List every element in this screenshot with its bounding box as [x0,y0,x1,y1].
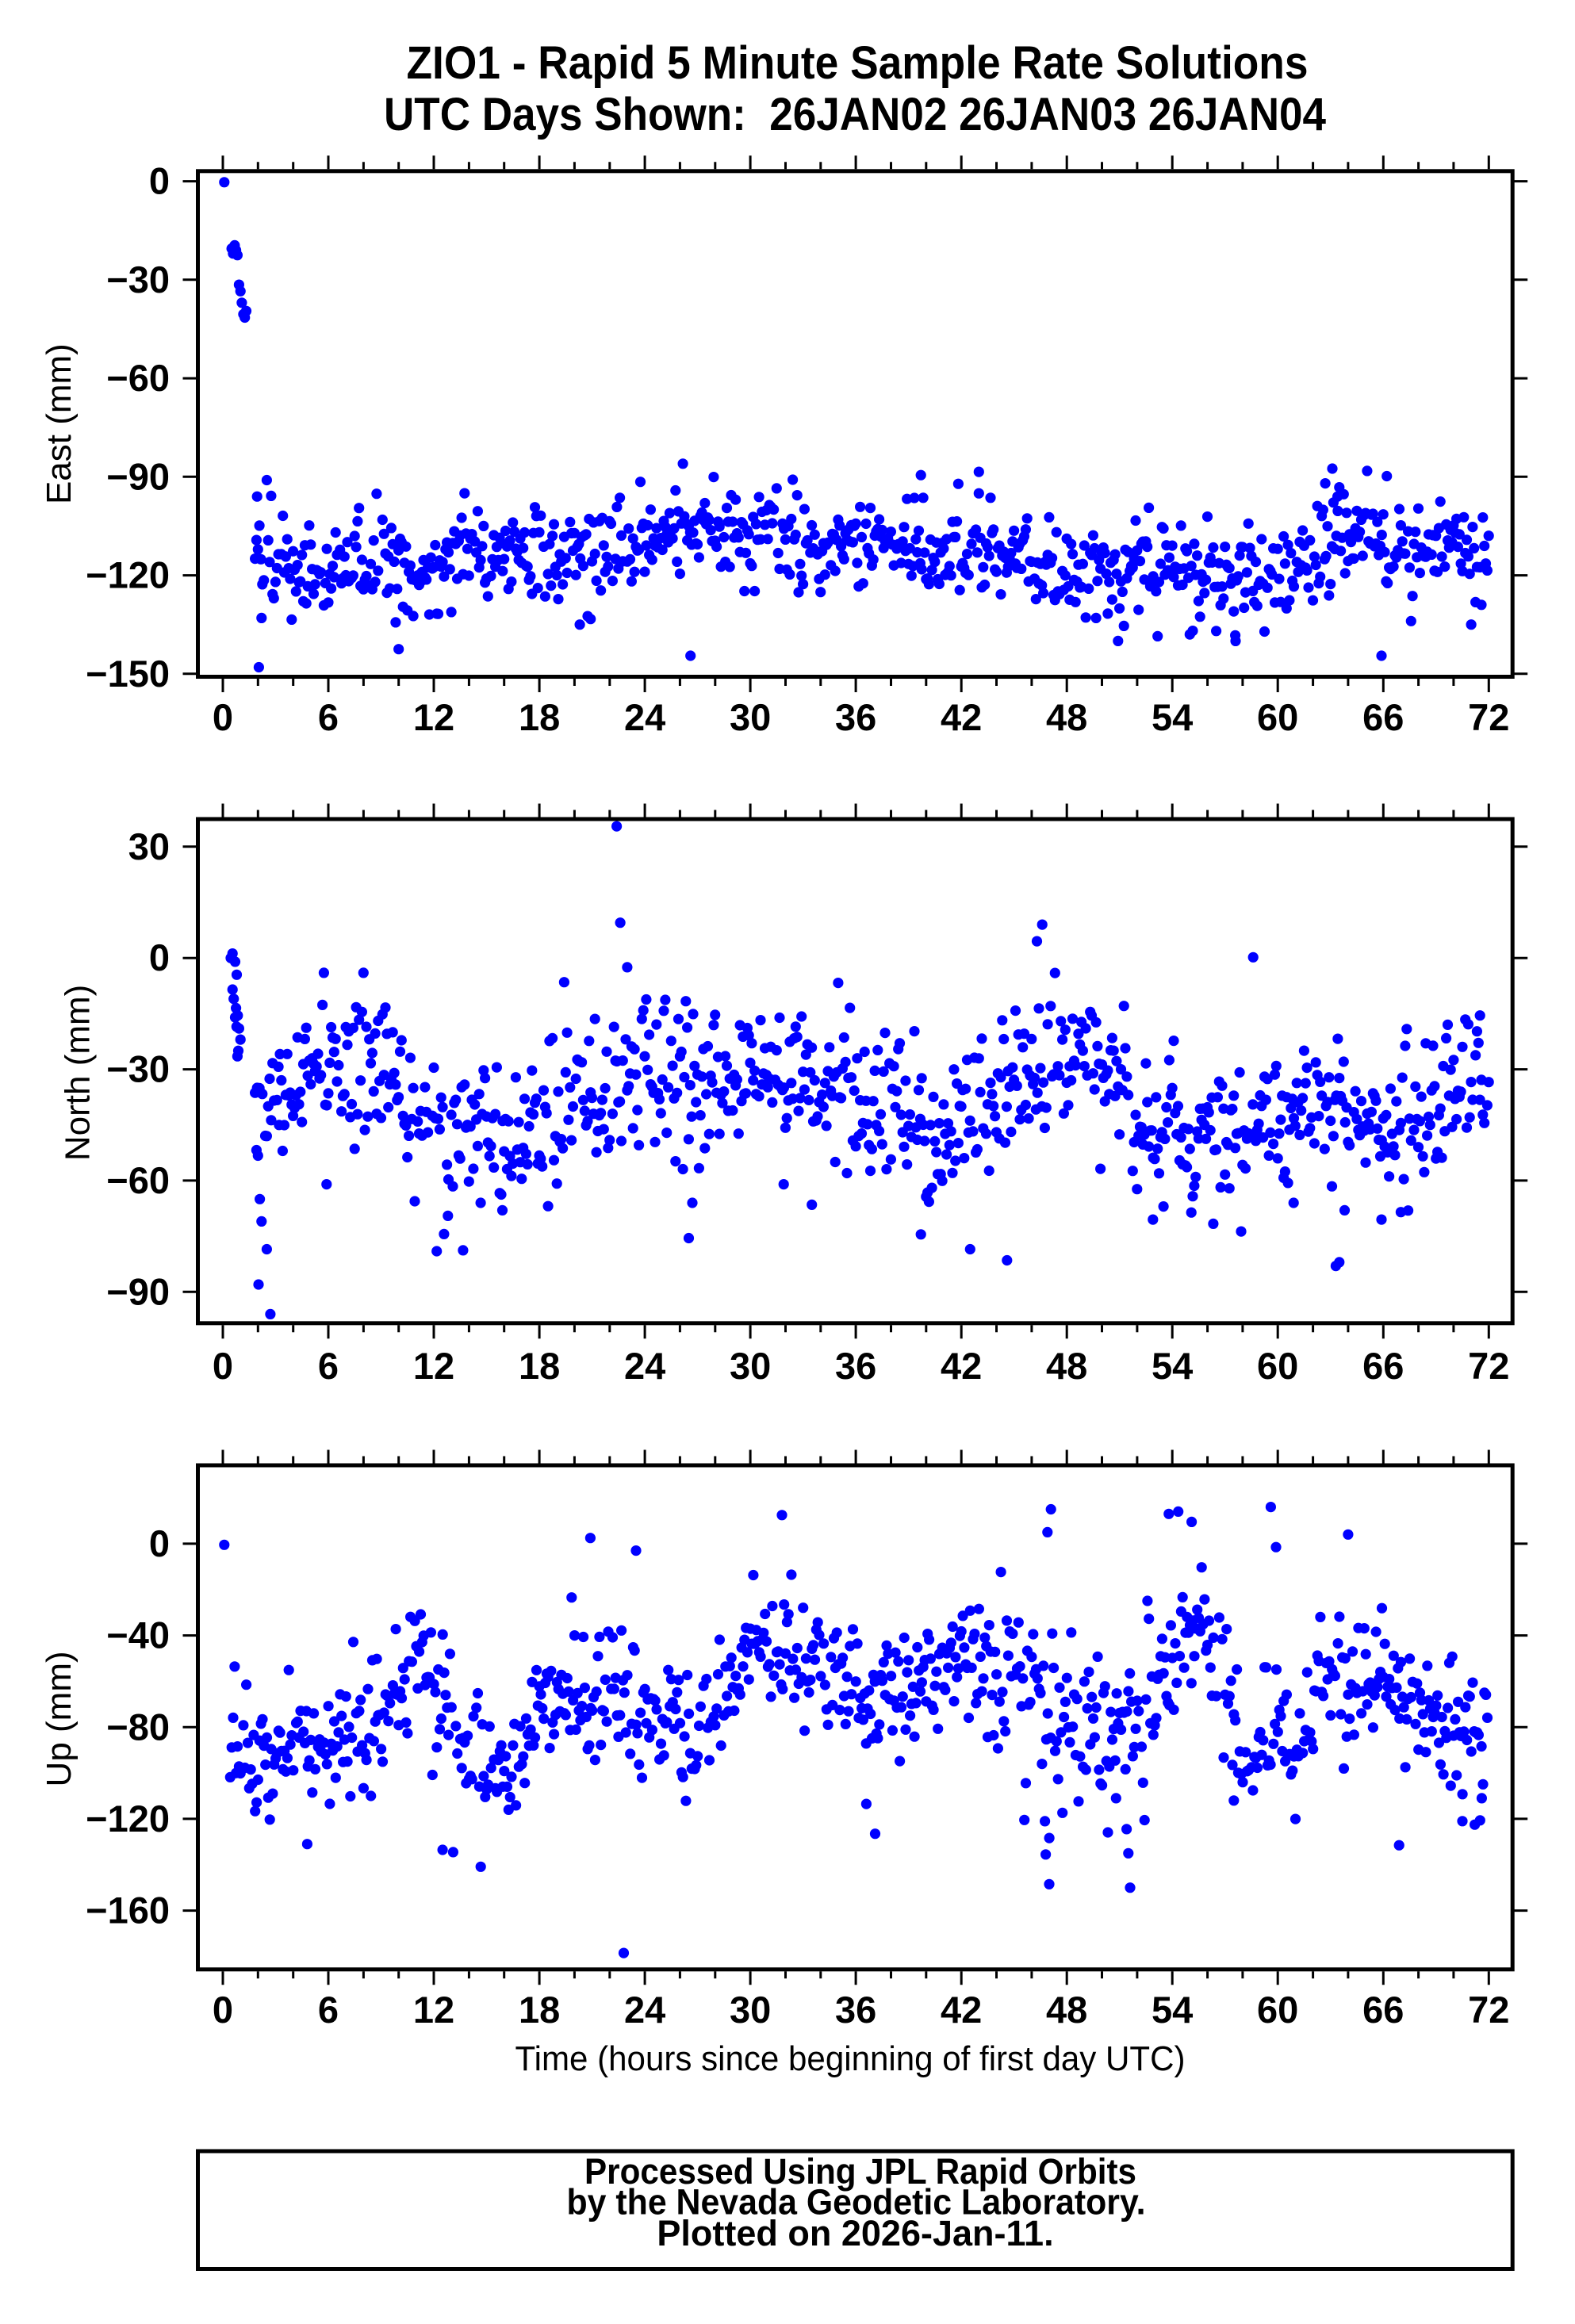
svg-text:East (mm): East (mm) [40,343,79,504]
svg-text:−120: −120 [86,1798,170,1840]
svg-text:24: 24 [624,696,665,738]
svg-text:0: 0 [213,1345,233,1387]
svg-text:36: 36 [835,1345,876,1387]
svg-text:18: 18 [519,1989,560,2031]
svg-text:North (mm): North (mm) [59,985,98,1161]
svg-text:42: 42 [941,1989,982,2031]
svg-text:6: 6 [318,696,339,738]
svg-text:0: 0 [149,936,170,978]
svg-text:36: 36 [835,696,876,738]
svg-text:60: 60 [1257,696,1298,738]
svg-text:72: 72 [1468,696,1509,738]
svg-text:36: 36 [835,1989,876,2031]
svg-text:UTC Days Shown: 26JAN02 26JAN: UTC Days Shown: 26JAN02 26JAN03 26JAN04 [384,89,1326,140]
svg-text:−90: −90 [106,455,170,497]
svg-text:48: 48 [1046,1989,1087,2031]
svg-text:6: 6 [318,1989,339,2031]
svg-text:24: 24 [624,1345,665,1387]
svg-text:54: 54 [1152,1345,1193,1387]
svg-text:12: 12 [413,1345,454,1387]
svg-text:60: 60 [1257,1989,1298,2031]
svg-text:60: 60 [1257,1345,1298,1387]
svg-text:30: 30 [128,825,170,867]
svg-text:−80: −80 [106,1706,170,1748]
svg-text:0: 0 [213,696,233,738]
svg-text:0: 0 [213,1989,233,2031]
svg-text:by the Nevada Geodetic Laborat: by the Nevada Geodetic Laboratory. [567,2182,1146,2223]
svg-text:−60: −60 [106,357,170,399]
svg-text:18: 18 [519,696,560,738]
svg-text:12: 12 [413,1989,454,2031]
svg-text:−150: −150 [86,653,170,695]
svg-text:Time (hours since beginning of: Time (hours since beginning of first day… [515,2039,1186,2078]
svg-text:Plotted on 2026-Jan-11.: Plotted on 2026-Jan-11. [657,2213,1053,2253]
svg-text:54: 54 [1152,1989,1193,2031]
svg-text:54: 54 [1152,696,1193,738]
svg-text:30: 30 [730,1989,771,2031]
svg-text:30: 30 [730,1345,771,1387]
svg-text:18: 18 [519,1345,560,1387]
svg-text:−30: −30 [106,1048,170,1090]
svg-text:48: 48 [1046,696,1087,738]
svg-text:12: 12 [413,696,454,738]
svg-text:−120: −120 [86,554,170,596]
svg-text:66: 66 [1362,696,1404,738]
svg-text:30: 30 [730,696,771,738]
svg-text:72: 72 [1468,1989,1509,2031]
svg-text:6: 6 [318,1345,339,1387]
svg-text:−40: −40 [106,1614,170,1656]
svg-text:24: 24 [624,1989,665,2031]
svg-text:42: 42 [941,696,982,738]
svg-text:72: 72 [1468,1345,1509,1387]
svg-text:66: 66 [1362,1345,1404,1387]
svg-text:42: 42 [941,1345,982,1387]
svg-text:−90: −90 [106,1270,170,1312]
svg-text:−30: −30 [106,258,170,301]
svg-text:Up (mm): Up (mm) [40,1651,79,1786]
svg-text:−60: −60 [106,1159,170,1201]
svg-text:Processed Using JPL Rapid Orbi: Processed Using JPL Rapid Orbits [584,2151,1136,2192]
svg-text:66: 66 [1362,1989,1404,2031]
svg-text:0: 0 [149,160,170,202]
svg-text:48: 48 [1046,1345,1087,1387]
svg-text:−160: −160 [86,1889,170,1932]
svg-text:ZIO1 - Rapid 5 Minute Sample R: ZIO1 - Rapid 5 Minute Sample Rate Soluti… [407,37,1309,89]
svg-text:0: 0 [149,1522,170,1564]
